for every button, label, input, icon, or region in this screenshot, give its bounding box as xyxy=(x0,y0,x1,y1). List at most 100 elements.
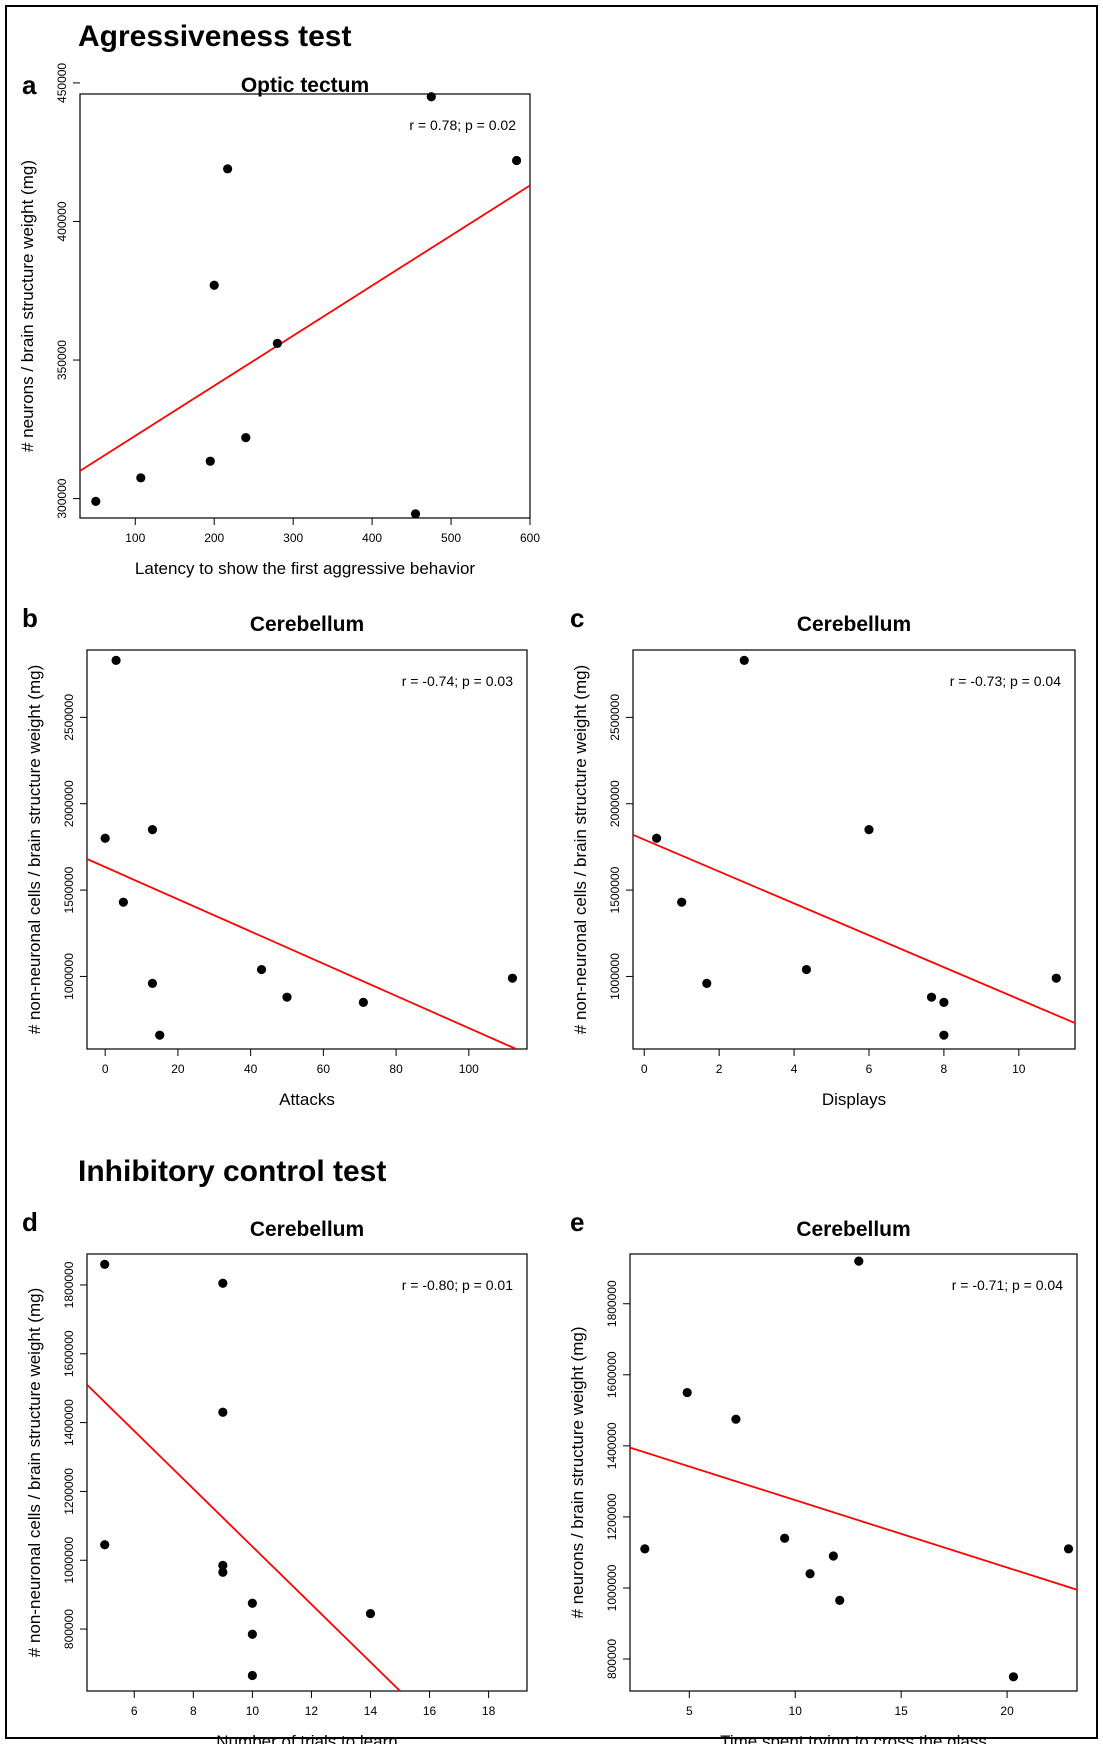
data-point xyxy=(731,1414,741,1424)
data-point xyxy=(155,1030,165,1040)
y-tick-label: 2000000 xyxy=(62,780,76,827)
x-tick-label: 300 xyxy=(283,531,303,545)
correlation-annotation: r = -0.74; p = 0.03 xyxy=(402,673,514,689)
y-tick-label: 2500000 xyxy=(608,694,622,741)
y-tick-label: 300000 xyxy=(55,478,69,518)
correlation-annotation: r = 0.78; p = 0.02 xyxy=(409,117,516,133)
x-tick-label: 12 xyxy=(305,1704,319,1718)
data-point xyxy=(835,1595,845,1606)
y-tick-label: 1000000 xyxy=(62,1537,76,1584)
data-point xyxy=(926,992,937,1002)
data-point xyxy=(828,1551,838,1561)
y-tick-label: 1400000 xyxy=(62,1399,76,1446)
data-point xyxy=(272,338,282,349)
x-tick-label: 400 xyxy=(362,531,382,545)
data-point xyxy=(864,825,874,835)
data-point xyxy=(365,1608,376,1619)
x-tick-label: 500 xyxy=(441,531,461,545)
x-tick-label: 2 xyxy=(716,1062,723,1076)
panel-letter: d xyxy=(22,1207,38,1237)
data-point xyxy=(939,997,949,1007)
data-point xyxy=(651,833,662,843)
data-point xyxy=(118,897,128,907)
regression-line xyxy=(87,858,517,1049)
y-tick-label: 1000000 xyxy=(605,1564,619,1611)
x-axis-label: Attacks xyxy=(279,1090,335,1109)
x-tick-label: 40 xyxy=(244,1062,258,1076)
y-tick-label: 1400000 xyxy=(605,1422,619,1469)
y-tick-label: 1800000 xyxy=(62,1261,76,1308)
section-title-inhibitory-control: Inhibitory control test xyxy=(78,1155,386,1188)
y-axis-label: # non-neuronal cells / brain structure w… xyxy=(25,665,44,1034)
y-tick-label: 1600000 xyxy=(62,1330,76,1377)
data-point xyxy=(218,1407,228,1417)
x-tick-label: 8 xyxy=(190,1704,197,1718)
chart-panel-e: e Cerebellum 5 10 15 20 800000 1000000 1200000 14… xyxy=(568,1207,1078,1744)
plot-area xyxy=(632,649,1076,1050)
plot-area xyxy=(86,649,528,1050)
data-point xyxy=(677,897,687,907)
data-point xyxy=(507,973,518,983)
x-tick-label: 10 xyxy=(246,1704,260,1718)
regression-line xyxy=(630,1446,1077,1591)
x-tick-label: 20 xyxy=(1000,1704,1014,1718)
data-point xyxy=(358,997,368,1007)
data-point xyxy=(1051,973,1061,983)
plot-area xyxy=(79,93,531,519)
data-point xyxy=(410,509,421,519)
x-tick-label: 14 xyxy=(364,1704,378,1718)
y-tick-label: 1500000 xyxy=(62,866,76,913)
x-axis-label: Latency to show the first aggressive beh… xyxy=(135,559,476,578)
y-tick-label: 800000 xyxy=(62,1609,76,1649)
y-tick-label: 350000 xyxy=(55,340,69,380)
y-tick-label: 1800000 xyxy=(605,1280,619,1327)
plot-area xyxy=(86,1253,528,1692)
data-point xyxy=(218,1278,228,1288)
x-tick-label: 0 xyxy=(641,1062,648,1076)
regression-line xyxy=(633,833,1075,1024)
chart-panel-d: d Cerebellum 6 8 10 12 14 16 18 800000 1000000 1200… xyxy=(22,1207,528,1744)
regression-line xyxy=(87,1384,401,1691)
x-tick-label: 100 xyxy=(125,531,145,545)
x-axis-label: Number of trials to learn xyxy=(216,1732,397,1744)
y-tick-label: 1000000 xyxy=(62,953,76,1000)
data-point xyxy=(1063,1544,1074,1554)
x-axis-label: Time spent trying to cross the glass xyxy=(720,1732,987,1744)
y-tick-label: 800000 xyxy=(605,1639,619,1679)
y-axis-label: # non-neuronal cells / brain structure w… xyxy=(571,665,590,1034)
chart-title: Cerebellum xyxy=(250,613,364,636)
y-tick-label: 450000 xyxy=(55,63,69,103)
x-tick-label: 600 xyxy=(520,531,540,545)
data-point xyxy=(426,92,436,102)
data-point xyxy=(147,978,158,988)
data-point xyxy=(780,1533,790,1543)
x-tick-label: 15 xyxy=(894,1704,908,1718)
data-point xyxy=(111,655,121,665)
y-tick-label: 1500000 xyxy=(608,866,622,913)
y-axis-label: # neurons / brain structure weight (mg) xyxy=(568,1327,587,1619)
regression-line xyxy=(80,184,530,472)
x-tick-label: 8 xyxy=(941,1062,948,1076)
y-tick-label: 2500000 xyxy=(62,694,76,741)
data-point xyxy=(100,833,110,843)
data-point xyxy=(1008,1672,1019,1682)
correlation-annotation: r = -0.80; p = 0.01 xyxy=(402,1277,514,1293)
data-point xyxy=(939,1030,949,1040)
x-tick-label: 10 xyxy=(1012,1062,1026,1076)
figure-frame xyxy=(5,5,1098,1739)
chart-title: Cerebellum xyxy=(250,1218,364,1241)
data-point xyxy=(256,964,267,975)
x-tick-label: 4 xyxy=(791,1062,798,1076)
data-point xyxy=(100,1540,110,1550)
y-axis-label: # non-neuronal cells / brain structure w… xyxy=(25,1288,44,1657)
x-tick-label: 60 xyxy=(317,1062,331,1076)
data-point xyxy=(100,1259,110,1269)
data-point xyxy=(282,992,292,1002)
data-point xyxy=(205,456,215,466)
x-tick-label: 6 xyxy=(131,1704,138,1718)
y-tick-label: 1200000 xyxy=(62,1468,76,1515)
data-point xyxy=(854,1256,864,1266)
data-point xyxy=(91,496,101,506)
section-title-aggressiveness: Agressiveness test xyxy=(78,20,352,53)
